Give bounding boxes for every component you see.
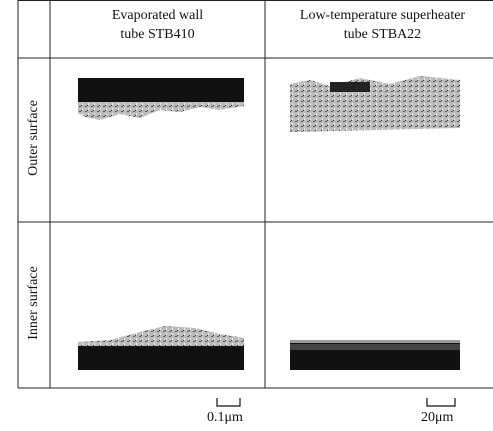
column-header: Evaporated wall tube STB410	[50, 6, 265, 44]
table-grid	[17, 0, 493, 389]
scale-label: 0.1μm	[207, 410, 243, 425]
micrograph-outer-left	[78, 78, 244, 120]
row-label: Inner surface	[26, 266, 41, 340]
header-line: Low-temperature superheater	[299, 8, 466, 23]
micrograph-inner-left	[78, 326, 244, 370]
header-line: tube STB410	[120, 27, 195, 42]
header-line: tube STBA22	[343, 27, 422, 42]
micrograph-inner-right	[290, 340, 460, 370]
micrograph-outer-right	[290, 76, 460, 132]
row-label: Outer surface	[26, 100, 41, 176]
scale-label: 20μm	[421, 410, 454, 425]
scale-bar-lines	[216, 398, 456, 407]
column-header: Low-temperature superheater tube STBA22	[265, 6, 493, 44]
header-line: Evaporated wall	[111, 8, 204, 23]
